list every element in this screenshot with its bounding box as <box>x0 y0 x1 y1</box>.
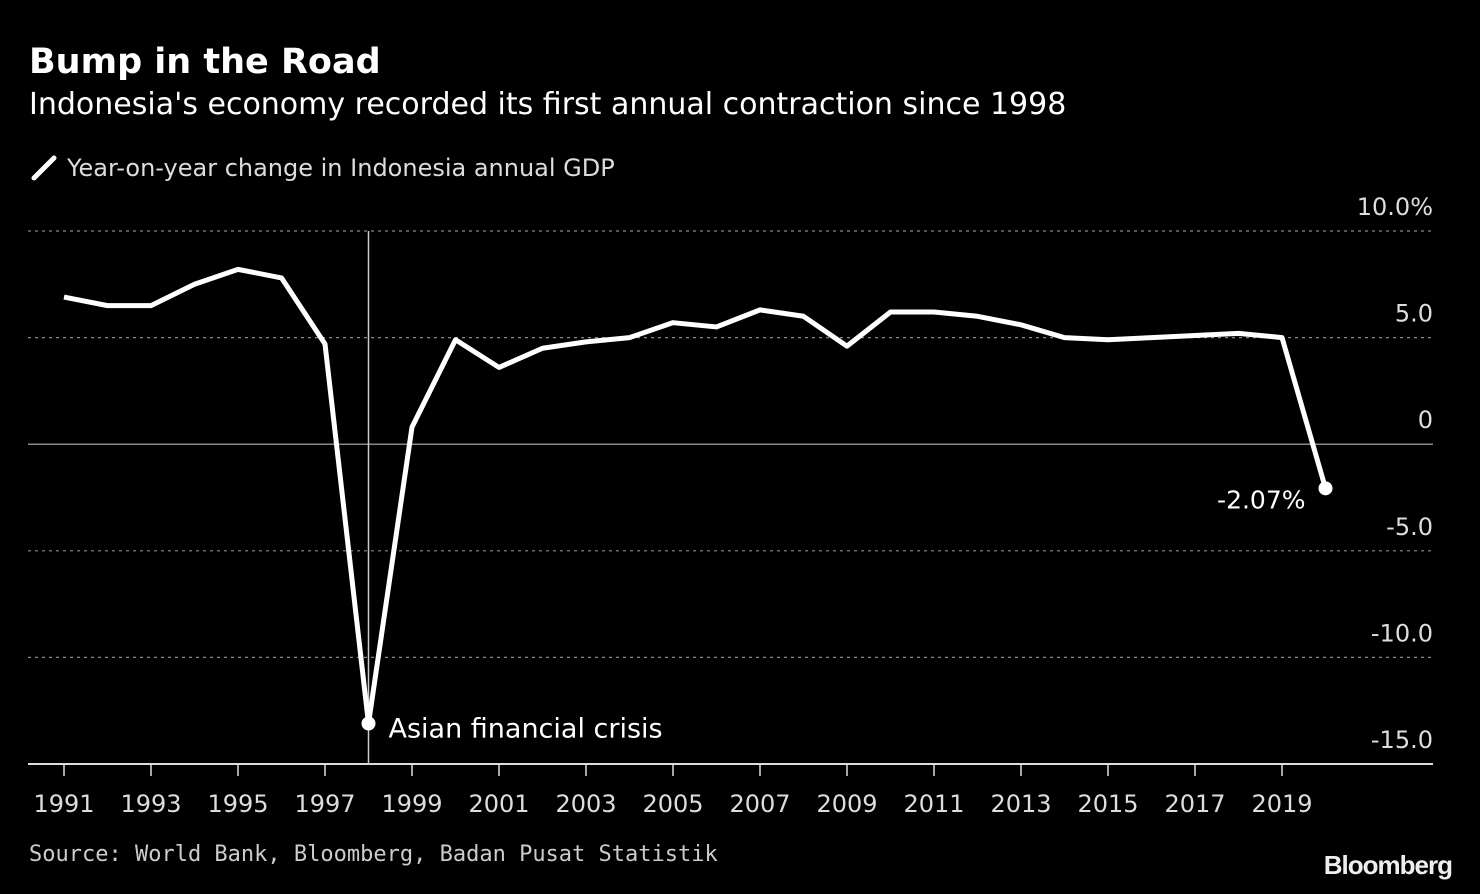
y-tick-label: 10.0% <box>1357 193 1433 221</box>
legend: Year-on-year change in Indonesia annual … <box>29 153 615 183</box>
chart-subtitle: Indonesia's economy recorded its first a… <box>29 87 1067 122</box>
latest-value-label: -2.07% <box>1217 485 1305 514</box>
crisis-point-marker <box>361 716 376 731</box>
y-tick-label: 5.0 <box>1395 300 1433 328</box>
x-tick-label: 2007 <box>729 790 790 818</box>
legend-label: Year-on-year change in Indonesia annual … <box>67 154 615 182</box>
x-tick-label: 1999 <box>381 790 442 818</box>
x-tick-label: 1995 <box>207 790 268 818</box>
x-tick-label: 1991 <box>33 790 94 818</box>
crisis-annotation: Asian financial crisis <box>389 713 663 744</box>
latest-point-marker <box>1318 481 1333 496</box>
x-tick-label: 2001 <box>468 790 529 818</box>
x-tick-label: 2009 <box>816 790 877 818</box>
x-tick-label: 2011 <box>903 790 964 818</box>
x-tick-label: 2019 <box>1251 790 1312 818</box>
x-tick-label: 2013 <box>990 790 1051 818</box>
x-tick-label: 2003 <box>555 790 616 818</box>
gdp-series-line <box>63 266 1328 726</box>
y-tick-label: -10.0 <box>1371 619 1433 647</box>
x-tick-label: 2015 <box>1077 790 1138 818</box>
x-tick-label: 1993 <box>120 790 181 818</box>
chart-title: Bump in the Road <box>29 42 381 82</box>
y-tick-label: 0 <box>1418 406 1433 434</box>
legend-line-icon <box>31 155 57 181</box>
x-tick-label: 2017 <box>1164 790 1225 818</box>
y-tick-label: -5.0 <box>1386 513 1433 541</box>
source-note: Source: World Bank, Bloomberg, Badan Pus… <box>29 842 718 867</box>
x-tick-label: 2005 <box>642 790 703 818</box>
x-tick-label: 1997 <box>294 790 355 818</box>
y-tick-label: -15.0 <box>1371 726 1433 754</box>
bloomberg-logo: Bloomberg <box>1323 850 1453 880</box>
